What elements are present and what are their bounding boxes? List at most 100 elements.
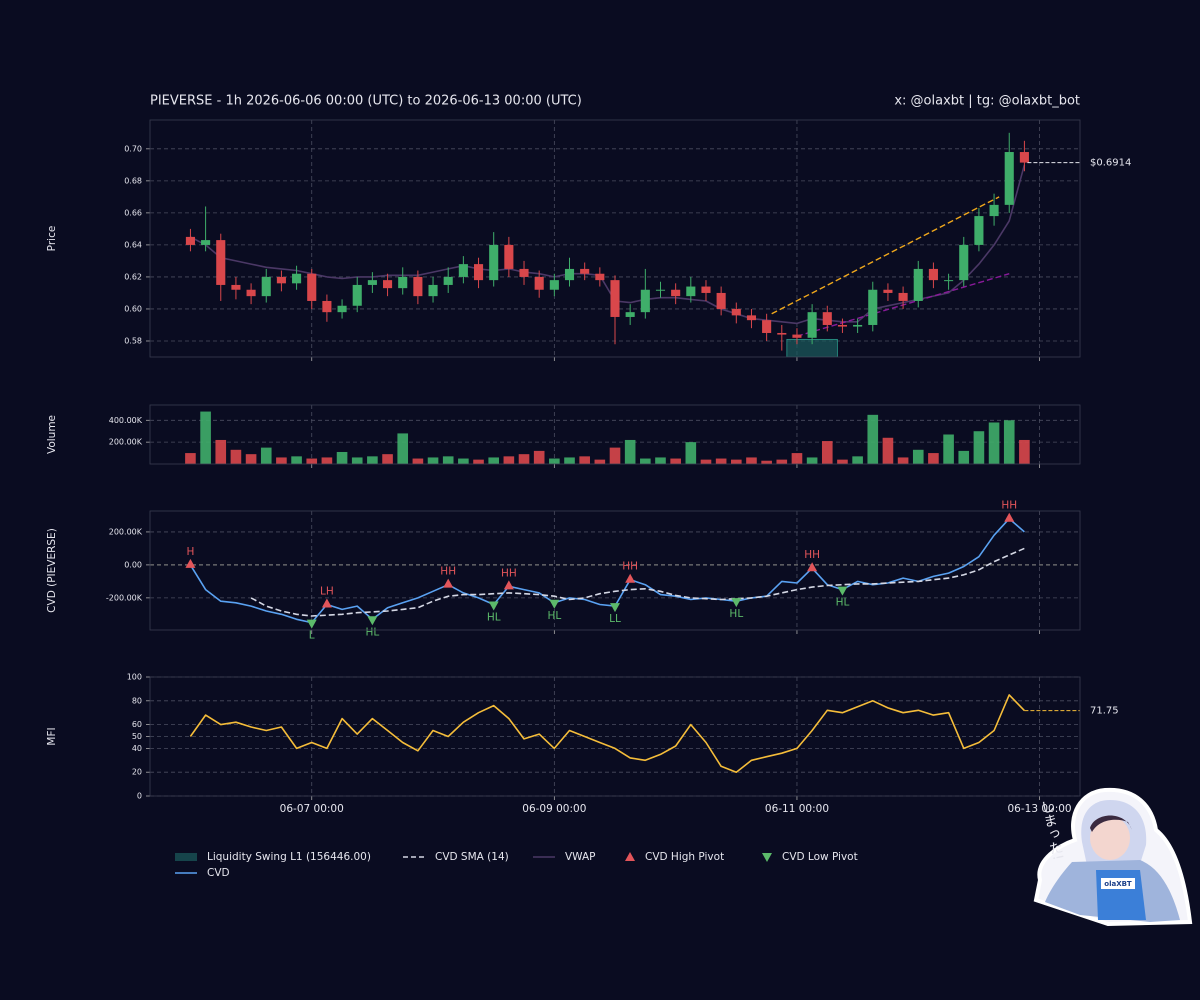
candle-body — [261, 276, 271, 297]
pivot-label: HL — [547, 610, 561, 622]
y-tick-label: 60 — [132, 720, 142, 729]
volume-bar — [306, 458, 318, 464]
pivot-label: LL — [609, 613, 621, 625]
volume-bar — [700, 459, 712, 464]
candle-body — [580, 268, 590, 274]
sticker-shirt — [1096, 870, 1146, 920]
legend-swatch — [762, 853, 772, 862]
volume-bar — [200, 411, 211, 464]
candle-body — [595, 273, 605, 281]
volume-bar — [670, 458, 681, 464]
pivot-marker — [807, 562, 818, 572]
candle-body — [292, 273, 302, 284]
candle-body — [625, 312, 635, 317]
candle-body — [443, 276, 453, 285]
y-tick-label: 0.62 — [124, 272, 142, 281]
volume-bar — [488, 457, 500, 464]
volume-bar — [579, 456, 590, 464]
volume-bar — [367, 456, 378, 464]
volume-bar — [594, 459, 606, 464]
candle-body — [610, 280, 620, 317]
volume-bar — [730, 459, 742, 464]
y-tick-label: 200.00K — [109, 527, 143, 536]
sticker-hair — [1090, 815, 1132, 832]
volume-bar — [336, 451, 348, 464]
volume-bar — [549, 458, 560, 464]
pivot-label: HL — [487, 611, 501, 623]
pivot-marker — [443, 578, 454, 588]
candle-body — [549, 280, 559, 290]
candle-body — [913, 268, 923, 301]
candle-body — [671, 289, 681, 297]
pivot-marker — [306, 619, 317, 629]
volume-bar — [276, 457, 287, 464]
candle-body — [822, 312, 832, 325]
x-tick-label: 06-07 00:00 — [280, 803, 344, 815]
volume-bar — [1019, 439, 1030, 464]
candle-body — [367, 280, 377, 285]
axes-frame — [149, 510, 1081, 631]
y-axis-label: Price — [46, 226, 58, 252]
volume-bar — [397, 433, 409, 464]
y-tick-label: 0.64 — [124, 240, 142, 249]
volume-bar — [458, 458, 469, 464]
candle-body — [944, 280, 954, 282]
volume-bar — [761, 460, 772, 464]
legend-label: CVD — [207, 867, 230, 879]
candle-body — [246, 289, 256, 297]
legend-label: VWAP — [565, 851, 596, 863]
volume-bar — [791, 453, 803, 464]
legend-swatch — [625, 852, 635, 861]
pivot-label: HH — [804, 549, 820, 561]
y-axis-label: MFI — [46, 727, 58, 745]
pivot-marker — [503, 580, 514, 590]
legend-label: Liquidity Swing L1 (156446.00) — [207, 851, 371, 863]
credit: x: @olaxbt | tg: @olaxbt_bot — [894, 94, 1080, 109]
sticker-badge-bg — [1101, 878, 1135, 889]
volume-bar — [533, 450, 545, 464]
candle-body — [413, 276, 423, 297]
plot-area — [185, 132, 1029, 357]
candle-body — [276, 276, 286, 284]
pivot-marker — [1004, 512, 1015, 522]
candle-body — [473, 264, 484, 281]
candle-body — [701, 286, 711, 293]
candle-body — [746, 315, 757, 321]
candle-body — [307, 273, 317, 301]
pivot-marker — [321, 598, 332, 608]
series-line — [190, 164, 1026, 325]
volume-bar — [351, 457, 363, 464]
pivot-marker — [549, 599, 560, 609]
candle-body — [504, 244, 514, 269]
y-axis-label: CVD (PIEVERSE) — [46, 528, 58, 613]
y-tick-label: 400.00K — [109, 416, 143, 425]
y-tick-label: 200.00K — [109, 438, 143, 447]
volume-bar — [245, 454, 257, 464]
plot-area — [185, 411, 1030, 464]
volume-bar — [852, 456, 863, 464]
candle-body — [231, 284, 241, 290]
volume-bar — [473, 459, 484, 464]
x-tick-label: 06-11 00:00 — [765, 803, 829, 815]
volume-bar — [564, 457, 575, 464]
candle-body — [928, 268, 938, 281]
volume-bar — [185, 453, 196, 464]
volume-bar — [230, 449, 242, 464]
volume-bar — [503, 456, 515, 464]
candle-body — [837, 324, 847, 327]
candle-body — [853, 324, 863, 327]
candle-body — [989, 204, 999, 217]
y-tick-label: 50 — [132, 732, 142, 741]
volume-bar — [746, 457, 757, 464]
pivot-label: HH — [501, 567, 517, 579]
volume-bar — [882, 437, 894, 464]
volume-bar — [776, 459, 788, 464]
volume-bar — [715, 458, 727, 464]
y-axis-label: Volume — [46, 415, 58, 454]
pivot-label: H — [186, 546, 194, 558]
volume-bar — [260, 447, 272, 464]
candle-body — [883, 289, 893, 293]
